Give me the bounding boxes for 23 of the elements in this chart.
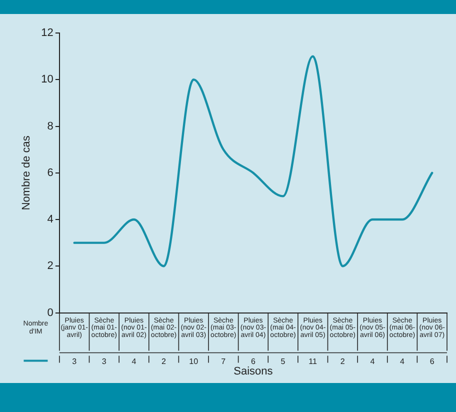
data-label: 4 xyxy=(132,356,137,366)
data-label: 2 xyxy=(340,356,346,366)
data-label: 4 xyxy=(370,356,376,366)
y-tick-label: 4 xyxy=(47,214,54,226)
y-tick-label: 12 xyxy=(41,27,54,40)
y-tick-label: 10 xyxy=(41,74,54,86)
data-label: 6 xyxy=(430,356,435,366)
line-series xyxy=(73,55,434,268)
y-tick-label: 6 xyxy=(47,166,54,179)
data-label: 10 xyxy=(189,356,199,366)
data-label: 5 xyxy=(280,356,286,366)
y-tick-label: 0 xyxy=(47,306,54,319)
data-label: 7 xyxy=(221,356,226,366)
data-label: 2 xyxy=(162,356,167,366)
data-label: 6 xyxy=(250,356,256,366)
y-tick-label: 2 xyxy=(47,260,54,272)
data-label: 11 xyxy=(308,356,318,366)
x-axis-title: Saisons xyxy=(234,365,274,378)
data-label: 4 xyxy=(400,356,406,366)
y-axis-title: Nombre de cas xyxy=(20,135,33,210)
data-label: 3 xyxy=(102,356,107,366)
data-label: 3 xyxy=(72,356,78,366)
y-tick-label: 8 xyxy=(47,120,54,132)
